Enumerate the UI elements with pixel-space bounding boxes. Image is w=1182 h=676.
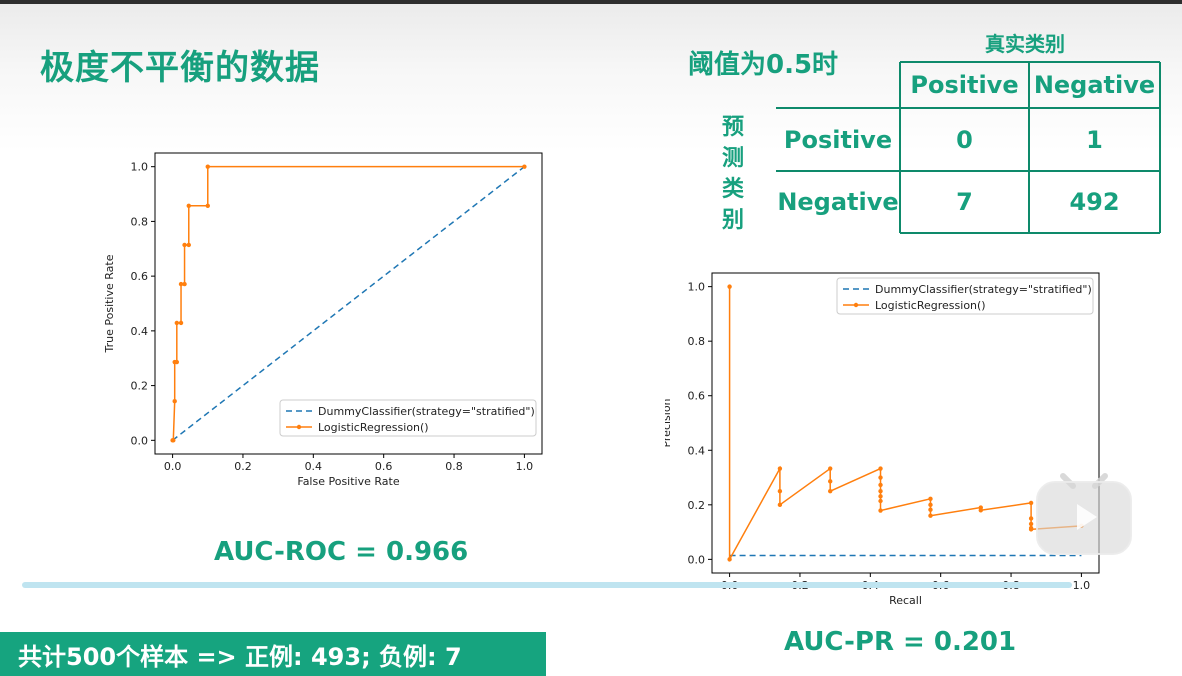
x-tick-label: 0.0 bbox=[164, 460, 182, 473]
cell-fn: 7 bbox=[956, 188, 973, 216]
pr-chart: 0.00.20.40.60.81.00.00.20.40.60.81.0Reca… bbox=[665, 272, 1100, 605]
data-point bbox=[186, 242, 191, 248]
player-icon[interactable] bbox=[1033, 462, 1135, 558]
y-tick-label: 0.8 bbox=[131, 215, 149, 228]
data-point bbox=[878, 488, 883, 494]
legend-entry: LogisticRegression() bbox=[875, 299, 986, 312]
data-point bbox=[178, 281, 184, 287]
x-axis-label: False Positive Rate bbox=[297, 475, 399, 485]
col-header-negative: Negative bbox=[1033, 71, 1156, 99]
cell-tp: 0 bbox=[956, 125, 973, 154]
data-point bbox=[727, 284, 732, 289]
x-tick-label: 0.6 bbox=[375, 460, 393, 473]
y-tick-label: 0.2 bbox=[688, 499, 706, 512]
y-tick-label: 1.0 bbox=[688, 281, 706, 294]
auc-roc-label: AUC-ROC = 0.966 bbox=[214, 537, 469, 567]
data-point bbox=[522, 164, 527, 169]
y-axis-label: Precision bbox=[665, 398, 673, 447]
y-tick-label: 0.6 bbox=[131, 270, 149, 283]
truth-class-label: 真实类别 bbox=[985, 32, 1065, 56]
data-point bbox=[205, 164, 210, 169]
threshold-label: 阈值为0.5时 bbox=[688, 50, 839, 80]
data-point bbox=[878, 498, 883, 504]
data-point bbox=[828, 488, 833, 494]
data-point bbox=[828, 466, 833, 471]
data-point bbox=[186, 203, 191, 209]
y-tick-label: 0.0 bbox=[688, 553, 706, 566]
pred-char: 类 bbox=[721, 177, 744, 202]
predicted-class-label: 预 测 类 别 bbox=[718, 112, 748, 236]
cell-fp: 1 bbox=[1086, 125, 1103, 154]
sample-summary-banner: 共计500个样本 => 正例: 493; 负例: 7 bbox=[0, 632, 546, 676]
legend-marker bbox=[853, 302, 859, 308]
pred-char: 测 bbox=[721, 146, 744, 171]
legend bbox=[836, 277, 1094, 315]
data-point bbox=[928, 513, 933, 518]
data-point bbox=[174, 320, 180, 326]
row-header-negative: Negative bbox=[777, 188, 899, 216]
data-point bbox=[182, 281, 187, 287]
legend-entry: DummyClassifier(strategy="stratified") bbox=[318, 405, 535, 418]
data-point bbox=[1028, 527, 1034, 532]
col-header-positive: Positive bbox=[910, 71, 1019, 99]
data-point bbox=[1028, 500, 1034, 506]
data-point bbox=[777, 488, 783, 494]
confusion-matrix: Positive Negative Positive Negative 0 1 … bbox=[776, 60, 1161, 235]
cell-tn: 492 bbox=[1069, 188, 1120, 216]
legend-marker bbox=[296, 424, 302, 430]
data-point bbox=[928, 496, 933, 502]
y-tick-label: 0.8 bbox=[688, 335, 706, 348]
x-tick-label: 0.4 bbox=[305, 460, 323, 473]
pred-char: 预 bbox=[721, 115, 744, 140]
confusion-matrix-grid bbox=[776, 61, 1161, 234]
legend-entry: LogisticRegression() bbox=[318, 421, 429, 434]
x-tick-label: 0.2 bbox=[234, 460, 252, 473]
data-point bbox=[205, 203, 210, 209]
data-point bbox=[1028, 521, 1034, 527]
auc-pr-label: AUC-PR = 0.201 bbox=[784, 627, 1017, 657]
data-point bbox=[172, 398, 177, 404]
plot-frame bbox=[711, 272, 1100, 574]
data-point bbox=[878, 466, 883, 471]
y-tick-label: 1.0 bbox=[131, 161, 149, 174]
data-point bbox=[171, 438, 176, 443]
y-tick-label: 0.2 bbox=[131, 380, 149, 393]
legend-entry: DummyClassifier(strategy="stratified") bbox=[875, 283, 1092, 296]
x-axis-label: Recall bbox=[889, 594, 922, 605]
series-line-dummy bbox=[172, 166, 525, 441]
data-point bbox=[1028, 516, 1034, 521]
x-tick-label: 1.0 bbox=[516, 460, 534, 473]
data-point bbox=[174, 359, 180, 365]
data-point bbox=[928, 507, 933, 512]
data-point bbox=[178, 320, 184, 326]
data-point bbox=[878, 494, 883, 499]
y-axis-label: True Positive Rate bbox=[105, 254, 116, 353]
y-tick-label: 0.6 bbox=[688, 390, 706, 403]
top-edge bbox=[0, 0, 1182, 4]
data-point bbox=[777, 502, 783, 508]
data-point bbox=[878, 508, 883, 513]
legend bbox=[279, 399, 537, 437]
data-point bbox=[727, 557, 732, 562]
y-tick-label: 0.4 bbox=[131, 325, 149, 338]
y-tick-label: 0.0 bbox=[131, 434, 149, 447]
data-point bbox=[928, 502, 933, 508]
data-point bbox=[978, 508, 983, 513]
data-point bbox=[777, 466, 783, 471]
data-point bbox=[878, 482, 883, 488]
data-point bbox=[878, 475, 883, 480]
slide-title: 极度不平衡的数据 bbox=[40, 48, 320, 88]
data-point bbox=[828, 479, 833, 484]
roc-chart: 0.0 0.2 0.4 0.6 0.8 1.0 0.0 0.2 0.4 0.6 0.8 1.0 Fals… bbox=[105, 152, 543, 485]
data-point bbox=[182, 242, 187, 248]
x-tick-label: 0.8 bbox=[445, 460, 463, 473]
row-header-positive: Positive bbox=[783, 125, 893, 154]
pred-char: 别 bbox=[721, 208, 744, 233]
divider bbox=[22, 582, 1072, 588]
x-tick-label: 1.0 bbox=[1073, 579, 1091, 592]
y-tick-label: 0.4 bbox=[688, 444, 706, 457]
